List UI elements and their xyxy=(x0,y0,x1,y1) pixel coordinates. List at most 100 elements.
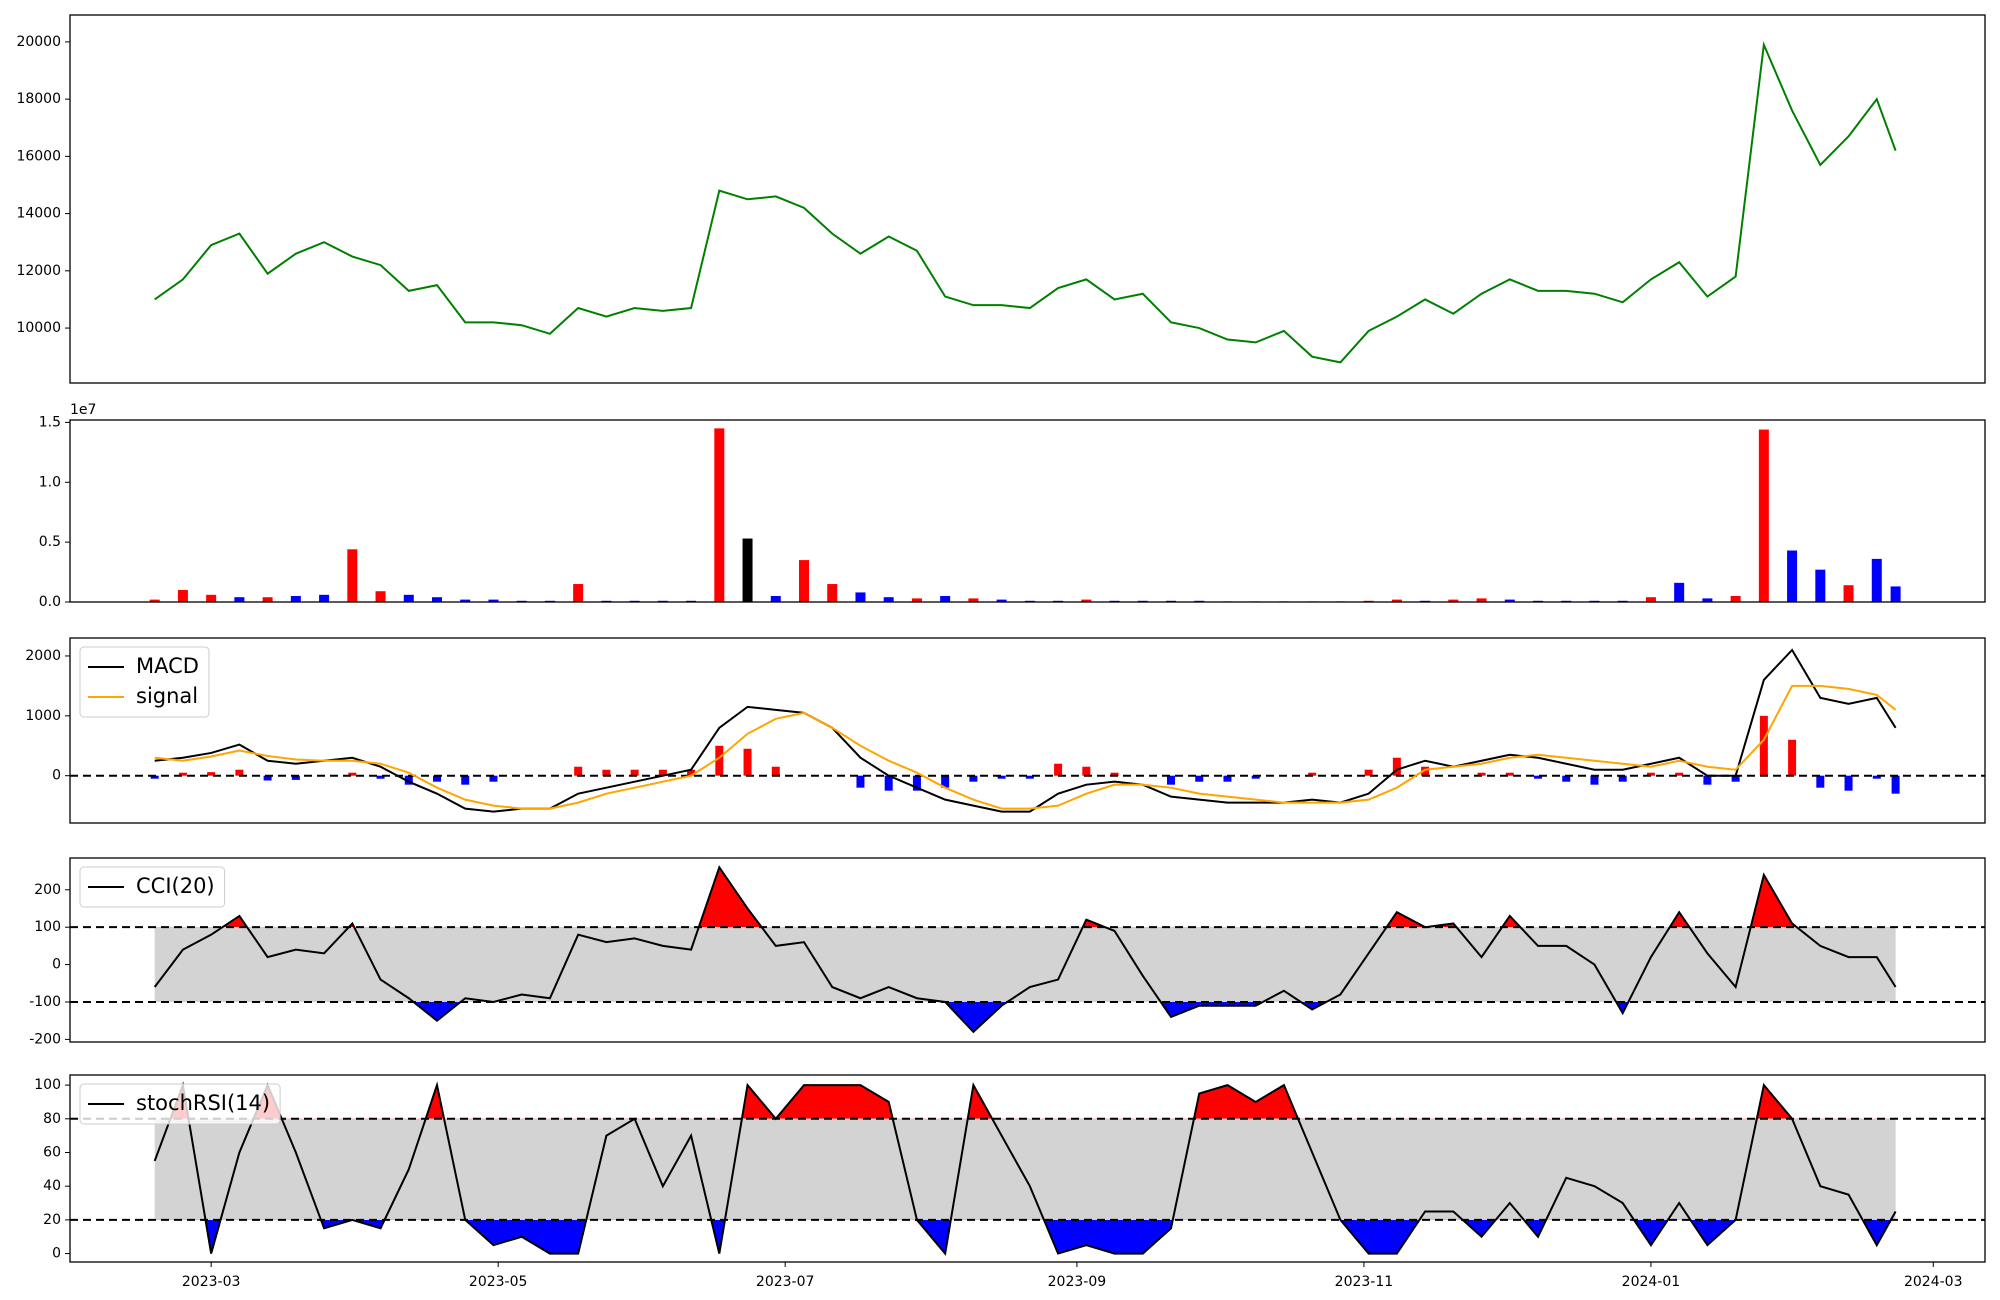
x-tick-label: 2023-11 xyxy=(1335,1274,1394,1290)
histogram-bar xyxy=(941,775,950,788)
volume-bar xyxy=(799,560,810,602)
y-tick-label: 14000 xyxy=(16,206,61,222)
offset-label: 1e7 xyxy=(70,402,96,418)
histogram-bar xyxy=(1505,772,1514,776)
volume-bar xyxy=(234,597,245,602)
volume-bar xyxy=(1758,429,1769,602)
histogram-bar xyxy=(1054,763,1063,776)
y-tick-label: 60 xyxy=(43,1144,61,1160)
y-tick-label: 200 xyxy=(34,882,61,898)
histogram-bar xyxy=(1477,772,1486,776)
volume-bar xyxy=(1391,599,1402,602)
histogram-bar xyxy=(1308,772,1317,776)
volume-bar xyxy=(1871,558,1882,602)
volume-bar xyxy=(1890,586,1901,602)
histogram-bar xyxy=(574,766,583,776)
histogram-bar xyxy=(771,766,780,776)
volume-bar xyxy=(403,594,414,602)
histogram-bar xyxy=(489,775,498,782)
histogram-bar xyxy=(912,775,921,791)
volume-bar xyxy=(1448,599,1459,602)
volume-bar xyxy=(940,596,951,602)
legend-box xyxy=(79,1083,281,1125)
panel-frame xyxy=(69,637,1986,824)
histogram-bar xyxy=(715,745,724,776)
histogram-bar xyxy=(997,775,1006,779)
volume-bar xyxy=(770,596,781,602)
x-tick-label: 2024-03 xyxy=(1904,1274,1963,1290)
histogram-bar xyxy=(1223,775,1232,782)
histogram-bar xyxy=(1082,766,1091,776)
legend-label: MACD xyxy=(136,654,199,678)
histogram-bar xyxy=(1891,775,1900,794)
volume-bar xyxy=(1843,585,1854,602)
histogram-bar xyxy=(433,775,442,782)
volume-bar xyxy=(1730,596,1741,602)
y-tick-label: 16000 xyxy=(16,148,61,164)
legend-label: stochRSI(14) xyxy=(136,1091,270,1115)
x-tick-label: 2023-07 xyxy=(756,1274,815,1290)
histogram-bar xyxy=(1110,772,1119,776)
indicator-line xyxy=(153,1081,1897,1256)
volume-bar xyxy=(149,599,160,602)
oversold-fill xyxy=(205,1219,1891,1254)
histogram-bar xyxy=(1759,715,1768,776)
histogram-bar xyxy=(291,775,300,780)
histogram-bar xyxy=(1364,769,1373,776)
volume-bar xyxy=(1645,597,1656,602)
y-tick-label: 0 xyxy=(52,768,61,784)
histogram-bar xyxy=(1618,775,1627,782)
legend-label: signal xyxy=(136,684,198,708)
histogram-bar xyxy=(263,775,272,781)
histogram-bar xyxy=(969,775,978,782)
histogram-bar xyxy=(1167,775,1176,785)
volume-bar xyxy=(1504,599,1515,602)
volume-bar xyxy=(206,594,217,602)
y-tick-label: 80 xyxy=(43,1111,61,1127)
legend-label: CCI(20) xyxy=(136,874,215,898)
y-tick-label: 12000 xyxy=(16,263,61,279)
volume-bar xyxy=(319,594,330,602)
histogram-bar xyxy=(1251,775,1260,779)
y-tick-label: 1.5 xyxy=(39,414,61,430)
y-tick-label: 10000 xyxy=(16,320,61,336)
histogram-bar xyxy=(1731,775,1740,782)
y-tick-label: -200 xyxy=(29,1031,61,1047)
volume-bar xyxy=(1815,569,1826,602)
volume-bar xyxy=(1081,599,1092,602)
histogram-bar xyxy=(1195,775,1204,782)
indicator-line xyxy=(154,684,1897,810)
volume-bar xyxy=(968,598,979,602)
histogram-bar xyxy=(1562,775,1571,782)
volume-bar xyxy=(488,599,499,602)
volume-bar xyxy=(1476,598,1487,602)
y-tick-label: 0.5 xyxy=(39,534,61,550)
panel-frame xyxy=(69,857,1986,1043)
y-tick-label: 2000 xyxy=(25,648,61,664)
volume-bar xyxy=(742,538,753,602)
histogram-bar xyxy=(404,775,413,785)
legend-box xyxy=(79,866,226,908)
indicator-line xyxy=(154,648,1897,813)
y-tick-label: -100 xyxy=(29,994,61,1010)
histogram-bar xyxy=(207,772,216,776)
y-tick-label: 18000 xyxy=(16,91,61,107)
neutral-band xyxy=(154,1118,1896,1220)
histogram-bar xyxy=(376,775,385,779)
y-tick-label: 20000 xyxy=(16,34,61,50)
x-tick-label: 2023-03 xyxy=(182,1274,241,1290)
y-tick-label: 1000 xyxy=(25,708,61,724)
volume-bar xyxy=(347,549,358,602)
y-tick-label: 20 xyxy=(43,1212,61,1228)
histogram-bar xyxy=(884,775,893,791)
volume-bar xyxy=(177,590,188,602)
volume-bar xyxy=(573,584,584,602)
x-tick-label: 2023-05 xyxy=(469,1274,528,1290)
y-tick-label: 0 xyxy=(52,1246,61,1262)
volume-bar xyxy=(911,598,922,602)
volume-bar xyxy=(883,597,894,602)
volume-bar xyxy=(290,596,301,602)
histogram-bar xyxy=(1421,766,1430,776)
y-tick-label: 1.0 xyxy=(39,474,61,490)
